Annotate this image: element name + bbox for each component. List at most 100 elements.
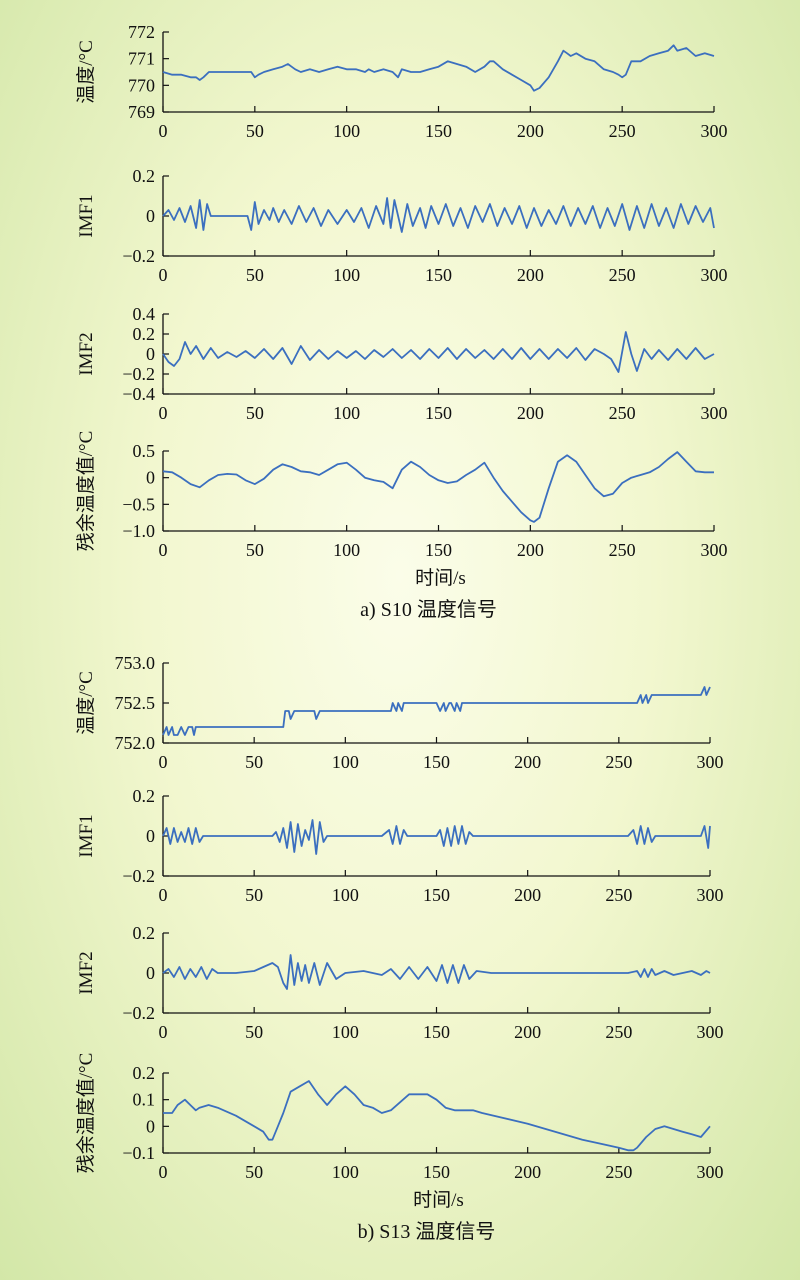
chart-panel: 0 50 100 150 200 250 300 769 770 771 772 温度/°C (75, 22, 728, 141)
x-tick-label: 0 (159, 885, 168, 905)
series-line (162, 451, 714, 523)
x-tick-label: 0 (159, 265, 168, 285)
x-tick-label: 100 (332, 1162, 359, 1182)
y-tick-label: −0.2 (122, 866, 155, 886)
y-tick-label: 0 (146, 468, 155, 488)
x-tick-label: 200 (517, 403, 544, 423)
x-tick-label: 0 (159, 752, 168, 772)
y-tick-label: 770 (128, 75, 155, 95)
x-tick-label: 300 (701, 121, 728, 141)
x-tick-label: 0 (159, 1162, 168, 1182)
x-tick-label: 300 (701, 265, 728, 285)
y-tick-label: 0 (146, 826, 155, 846)
y-tick-label: 0 (146, 344, 155, 364)
chart-panel: 0 50 100 150 200 250 300 752.0 752.5 753.0 温度/°C (75, 653, 724, 772)
y-tick-label: 0.2 (133, 923, 156, 943)
x-tick-label: 250 (605, 1022, 632, 1042)
y-axis-label: IMF2 (76, 951, 97, 994)
x-tick-label: 100 (332, 752, 359, 772)
x-tick-label: 150 (423, 1162, 450, 1182)
x-axis-label: 时间/s (413, 1189, 464, 1211)
x-tick-label: 150 (425, 403, 452, 423)
y-tick-label: 0.2 (133, 166, 156, 186)
x-tick-label: 100 (333, 540, 360, 560)
x-tick-label: 100 (333, 265, 360, 285)
x-tick-label: 150 (423, 885, 450, 905)
x-tick-label: 0 (159, 540, 168, 560)
y-tick-label: 0.2 (133, 324, 156, 344)
y-axis-label: 残余温度值/°C (75, 1053, 97, 1174)
x-tick-label: 150 (425, 540, 452, 560)
x-tick-label: 300 (697, 752, 724, 772)
figure-caption: a) S10 温度信号 (360, 598, 497, 621)
x-tick-label: 200 (514, 1022, 541, 1042)
y-tick-label: 0.4 (133, 304, 156, 324)
y-axis-label: IMF2 (76, 332, 97, 375)
series-line (162, 197, 715, 233)
x-tick-label: 100 (332, 885, 359, 905)
chart-panel: 0 50 100 150 200 250 300−0.100.10.2残余温度值/°C时间/… (75, 1053, 724, 1243)
y-tick-label: 772 (128, 22, 155, 42)
y-axis-label: 残余温度值/°C (75, 431, 97, 552)
x-tick-label: 50 (245, 752, 263, 772)
series-line (162, 686, 711, 736)
y-axis-label: 温度/°C (75, 671, 97, 735)
x-tick-label: 250 (605, 885, 632, 905)
x-tick-label: 250 (609, 121, 636, 141)
y-tick-label: −0.2 (122, 246, 155, 266)
x-tick-label: 50 (245, 885, 263, 905)
x-tick-label: 50 (246, 403, 264, 423)
y-tick-label: 0.2 (133, 1063, 156, 1083)
x-tick-label: 250 (605, 752, 632, 772)
x-tick-label: 200 (514, 885, 541, 905)
x-tick-label: 0 (159, 121, 168, 141)
y-tick-label: 0 (146, 963, 155, 983)
x-tick-label: 150 (425, 265, 452, 285)
x-tick-label: 250 (605, 1162, 632, 1182)
x-tick-label: 250 (609, 540, 636, 560)
x-tick-label: 200 (517, 540, 544, 560)
x-tick-label: 50 (246, 121, 264, 141)
x-tick-label: 0 (159, 403, 168, 423)
chart-panel: 0 50 100 150 200 250 300 −1.0 −0.5 0 0.5 残余温度值/°C 时间… (75, 431, 728, 621)
x-tick-label: 150 (425, 121, 452, 141)
x-tick-label: 150 (423, 752, 450, 772)
y-tick-label: 769 (128, 102, 155, 122)
x-tick-label: 100 (332, 1022, 359, 1042)
series-line (162, 954, 711, 990)
x-tick-label: 300 (701, 540, 728, 560)
y-tick-label: −1.0 (122, 521, 155, 541)
figure-caption: b) S13 温度信号 (358, 1220, 496, 1243)
y-tick-label: −0.5 (122, 494, 155, 514)
y-axis-label: 温度/°C (75, 40, 97, 104)
series-line (163, 1080, 711, 1152)
x-tick-label: 300 (697, 1162, 724, 1182)
y-tick-label: 0.5 (133, 441, 156, 461)
x-tick-label: 250 (609, 403, 636, 423)
x-tick-label: 200 (517, 265, 544, 285)
x-axis-label: 时间/s (415, 567, 466, 589)
y-tick-label: 0.2 (133, 786, 156, 806)
y-tick-label: −0.1 (122, 1143, 155, 1163)
x-tick-label: 200 (517, 121, 544, 141)
x-tick-label: 50 (245, 1022, 263, 1042)
y-tick-label: 771 (128, 49, 155, 69)
series-line (162, 819, 711, 855)
series-line (162, 44, 715, 92)
x-tick-label: 50 (245, 1162, 263, 1182)
y-tick-label: 0.1 (133, 1090, 156, 1110)
y-tick-label: −0.4 (122, 384, 155, 404)
y-tick-label: −0.2 (122, 364, 155, 384)
x-tick-label: 100 (333, 121, 360, 141)
x-tick-label: 300 (701, 403, 728, 423)
y-tick-label: 753.0 (115, 653, 156, 673)
y-axis-label: IMF1 (76, 194, 97, 237)
series-line (162, 331, 715, 373)
x-tick-label: 300 (697, 885, 724, 905)
x-tick-label: 150 (423, 1022, 450, 1042)
x-tick-label: 200 (514, 1162, 541, 1182)
